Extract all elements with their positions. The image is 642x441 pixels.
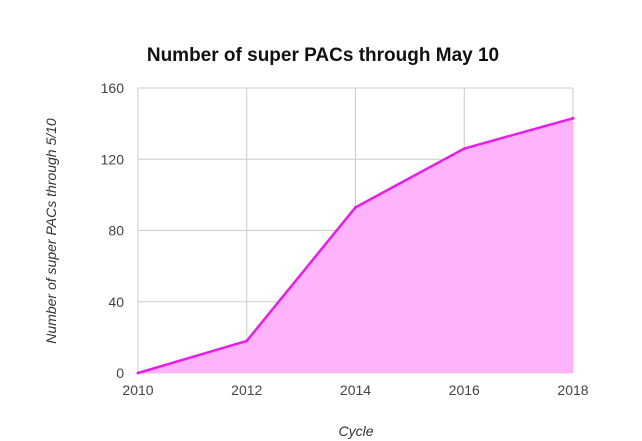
x-axis-title: Cycle xyxy=(338,423,373,439)
series-area-fill xyxy=(138,118,573,373)
x-tick-label: 2018 xyxy=(557,382,588,398)
y-axis-ticks: 0 40 80 120 160 xyxy=(101,80,125,381)
x-axis-ticks: 2010 2012 2014 2016 2018 xyxy=(122,382,588,398)
y-tick-label: 120 xyxy=(101,151,125,167)
y-tick-label: 80 xyxy=(108,223,124,239)
chart-title: Number of super PACs through May 10 xyxy=(147,45,499,66)
y-tick-label: 0 xyxy=(116,365,124,381)
data-point-2016 xyxy=(462,147,466,151)
data-point-2014 xyxy=(354,205,357,209)
x-tick-label: 2016 xyxy=(449,382,480,398)
area-layer xyxy=(136,116,575,375)
y-tick-label: 160 xyxy=(101,80,125,96)
x-tick-label: 2014 xyxy=(340,382,371,398)
data-point-2010 xyxy=(136,371,140,375)
y-axis-title: Number of super PACs through 5/10 xyxy=(43,118,59,344)
y-tick-label: 40 xyxy=(108,294,124,310)
x-tick-label: 2012 xyxy=(231,382,262,398)
x-tick-label: 2010 xyxy=(122,382,153,398)
data-point-2012 xyxy=(245,339,249,343)
data-point-2018 xyxy=(571,116,575,120)
